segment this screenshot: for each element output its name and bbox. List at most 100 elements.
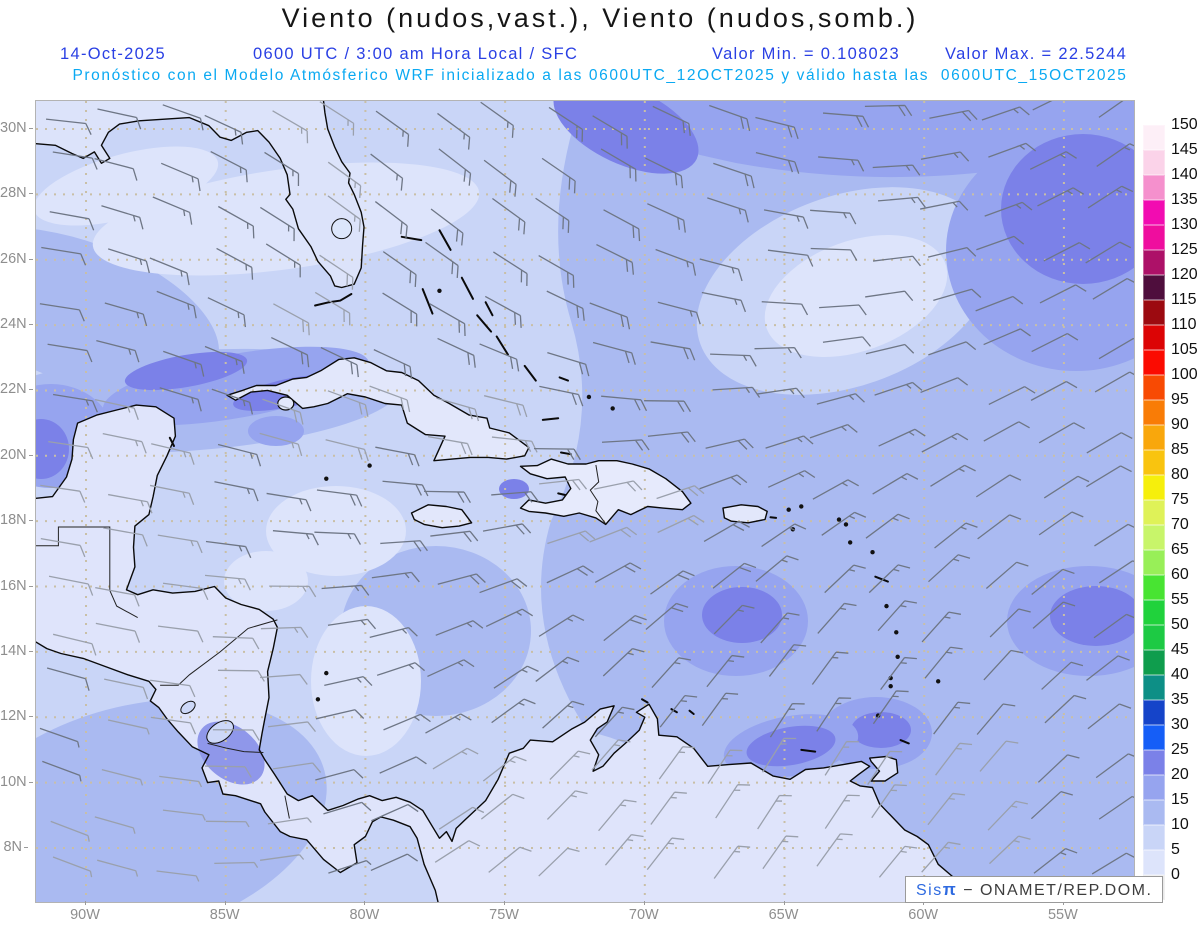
header-valor-min: Valor Min. = 0.108023 — [712, 45, 900, 63]
watermark-org: − ONAMET/REP.DOM. — [957, 882, 1153, 899]
lat-label: 18N — [0, 512, 27, 529]
colorbar-swatch — [1143, 575, 1165, 600]
lon-label: 90W — [70, 907, 100, 923]
lon-label: 75W — [489, 907, 519, 923]
colorbar-label: 140 — [1171, 166, 1198, 183]
colorbar-swatch — [1143, 425, 1165, 450]
pi-logo-icon: π — [942, 880, 958, 899]
colorbar-swatch — [1143, 325, 1165, 350]
colorbar-swatch — [1143, 175, 1165, 200]
lat-label: 22N — [0, 381, 27, 398]
colorbar-label: 145 — [1171, 141, 1198, 158]
lon-tick — [783, 901, 785, 905]
header-valor-max: Valor Max. = 22.5244 — [945, 45, 1128, 63]
lat-label: 10N — [0, 773, 27, 790]
colorbar-swatch — [1143, 825, 1165, 850]
colorbar-label: 115 — [1171, 291, 1197, 308]
colorbar-label: 60 — [1171, 566, 1189, 583]
colorbar-swatch — [1143, 675, 1165, 700]
colorbar-label: 85 — [1171, 441, 1189, 458]
colorbar-swatch — [1143, 375, 1165, 400]
colorbar-label: 35 — [1171, 691, 1189, 708]
colorbar-swatch — [1143, 775, 1165, 800]
colorbar-label: 10 — [1171, 816, 1189, 833]
colorbar-swatch — [1143, 625, 1165, 650]
colorbar-swatch — [1143, 500, 1165, 525]
colorbar-label: 130 — [1171, 216, 1198, 233]
colorbar-label: 125 — [1171, 241, 1198, 258]
colorbar-swatch — [1143, 525, 1165, 550]
lat-label: 30N — [0, 120, 27, 136]
colorbar-label: 135 — [1171, 191, 1198, 208]
colorbar-swatch — [1143, 725, 1165, 750]
lat-label: 26N — [0, 250, 27, 267]
colorbar-label: 120 — [1171, 266, 1198, 283]
colorbar-swatch — [1143, 300, 1165, 325]
lon-label: 55W — [1047, 907, 1078, 923]
colorbar-swatch — [1143, 650, 1165, 675]
colorbar-label: 40 — [1171, 666, 1189, 683]
lon-label: 70W — [628, 907, 659, 923]
lon-label: 65W — [768, 907, 799, 923]
colorbar-swatch — [1143, 850, 1165, 875]
colorbar-label: 20 — [1171, 766, 1189, 783]
lat-label: 8N — [0, 839, 28, 855]
colorbar-label: 70 — [1171, 516, 1189, 533]
lon-tick — [224, 901, 226, 905]
watermark: Sisπ − ONAMET/REP.DOM. — [905, 876, 1164, 903]
lon-tick — [1062, 901, 1064, 905]
lat-label: 20N — [0, 446, 27, 463]
colorbar-swatch — [1143, 475, 1165, 500]
lon-tick — [504, 901, 506, 905]
colorbar-label: 100 — [1171, 366, 1198, 383]
colorbar-label: 45 — [1171, 641, 1189, 658]
colorbar-label: 0 — [1171, 866, 1180, 883]
lon-tick — [923, 901, 925, 905]
colorbar-swatch — [1143, 125, 1165, 150]
lat-label: 28N — [0, 185, 27, 202]
colorbar-label: 65 — [1171, 541, 1189, 558]
page-title: Viento (nudos,vast.), Viento (nudos,somb… — [281, 3, 919, 33]
colorbar-label: 55 — [1171, 591, 1189, 608]
colorbar-swatch — [1143, 250, 1165, 275]
colorbar-label: 110 — [1171, 316, 1197, 333]
lat-label: 16N — [0, 577, 27, 594]
colorbar-label: 150 — [1171, 116, 1198, 133]
colorbar-label: 95 — [1171, 391, 1189, 408]
lon-tick — [643, 901, 645, 905]
colorbar-label: 75 — [1171, 491, 1189, 508]
colorbar-swatch — [1143, 100, 1165, 125]
colorbar-label: 105 — [1171, 341, 1198, 358]
lon-tick — [364, 901, 366, 905]
colorbar-swatch — [1143, 450, 1165, 475]
forecast-line: Pronóstico con el Modelo Atmósferico WRF… — [72, 67, 1128, 84]
lon-tick — [85, 901, 86, 905]
colorbar-swatch — [1143, 600, 1165, 625]
colorbar-label: 25 — [1171, 741, 1189, 758]
colorbar-swatch — [1143, 550, 1165, 575]
lat-label: 12N — [0, 708, 27, 725]
map-area — [35, 100, 1135, 903]
lat-label: 14N — [0, 642, 27, 659]
watermark-brand: Sis — [916, 882, 943, 899]
colorbar-label: 30 — [1171, 716, 1189, 733]
colorbar-swatch — [1143, 150, 1165, 175]
colorbar-swatch — [1143, 350, 1165, 375]
lat-label: 24N — [0, 316, 27, 333]
lon-label: 60W — [908, 907, 939, 923]
colorbar-label: 15 — [1171, 791, 1189, 808]
colorbar-swatch — [1143, 700, 1165, 725]
colorbar-label: 50 — [1171, 616, 1189, 633]
header-valid-time: 0600 UTC / 3:00 am Hora Local / SFC — [253, 45, 579, 63]
colorbar-swatch — [1143, 200, 1165, 225]
colorbar-swatch — [1143, 750, 1165, 775]
lon-label: 80W — [349, 907, 380, 923]
lon-label: 85W — [209, 907, 240, 923]
colorbar-swatch — [1143, 225, 1165, 250]
colorbar-swatch — [1143, 800, 1165, 825]
colorbar-label: 5 — [1171, 841, 1180, 858]
colorbar-swatch — [1143, 275, 1165, 300]
colorbar-label: 90 — [1171, 416, 1189, 433]
map-canvas — [36, 101, 1134, 902]
